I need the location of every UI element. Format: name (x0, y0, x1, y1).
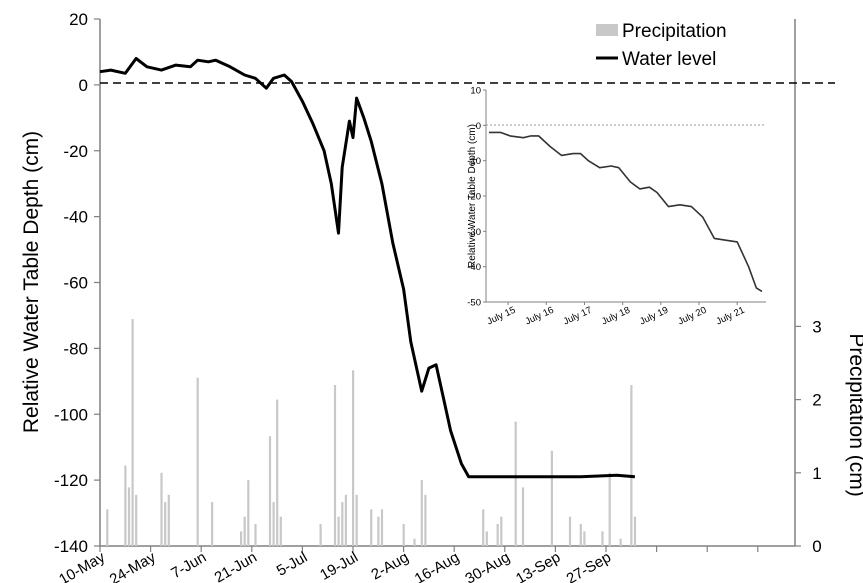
inset-y-axis-title: Relative Water Table Depth (cm) (467, 124, 478, 268)
inset-y-axis-ticks: 10 0 -10 -20 -30 -40 -50 (467, 86, 486, 309)
precipitation-bar (601, 531, 604, 546)
water-level-line (99, 57, 636, 479)
precipitation-bar (196, 377, 199, 546)
precipitation-bar (131, 319, 134, 546)
y2-axis-title: Precipitation (cm) (845, 333, 863, 496)
precipitation-bar (240, 531, 243, 546)
y-tick-label: 0 (79, 76, 88, 95)
x-tick-label: 30-Aug (462, 549, 512, 583)
precipitation-bar (106, 509, 109, 546)
precipitation-bar (164, 502, 167, 546)
y2-tick-label: 0 (812, 537, 821, 556)
precipitation-bar (319, 524, 322, 546)
x-tick-label: 27-Sep (564, 549, 614, 583)
inset-y-tick-label: 0 (476, 121, 481, 132)
y2-tick-label: 2 (812, 391, 821, 410)
y-tick-label: -100 (54, 405, 88, 424)
precipitation-bar (579, 524, 582, 546)
legend: Precipitation Water level (596, 21, 727, 70)
precipitation-bar (500, 516, 503, 546)
y2-tick-label: 3 (812, 317, 821, 336)
x-tick-label: 7-Jun (168, 549, 209, 582)
precipitation-bar (276, 399, 279, 546)
x-tick-label: 13-Sep (513, 549, 563, 583)
x-tick-label: 5-Jul (274, 549, 311, 580)
y-tick-label: -120 (54, 471, 88, 490)
precipitation-bar (124, 465, 127, 546)
precipitation-bar (633, 516, 637, 546)
precipitation-bars (106, 319, 637, 546)
y2-tick-label: 1 (812, 464, 821, 483)
precipitation-bar (568, 516, 572, 546)
precipitation-bar (355, 494, 358, 546)
precipitation-bar (337, 516, 340, 546)
legend-label-water-level: Water level (622, 49, 716, 70)
precipitation-bar (160, 472, 163, 546)
inset-chart: 100-10-20-30-40-50 July 15 July 16 July 17… (467, 84, 770, 346)
precipitation-bar (370, 509, 373, 546)
precipitation-bar (424, 494, 427, 546)
inset-y-tick-label: -20 (467, 192, 481, 203)
precipitation-bar (550, 450, 553, 546)
precipitation-bar (420, 480, 423, 546)
precipitation-bar (254, 524, 257, 546)
inset-water-level-line (489, 131, 763, 293)
y-tick-label: -140 (54, 537, 88, 556)
precipitation-bar (272, 502, 275, 546)
y-axis-ticks: 20 0 -20 -40 -60 -80 -100 -120 -140 (54, 10, 100, 556)
y2-axis-ticks: 0 1 2 3 (795, 317, 822, 556)
y-tick-label: 20 (69, 10, 88, 29)
precipitation-bar (135, 494, 138, 546)
precipitation-bar (608, 472, 611, 546)
precipitation-bar (514, 421, 517, 546)
precipitation-bar (167, 494, 170, 546)
precipitation-bar (268, 436, 272, 546)
y-tick-label: -80 (63, 339, 88, 358)
precipitation-bar (630, 385, 633, 546)
x-tick-label: 21-Jun (212, 549, 260, 583)
x-tick-label: 19-Jul (317, 549, 361, 583)
y-tick-label: -20 (63, 142, 88, 161)
precipitation-bar (211, 502, 214, 546)
precipitation-bar (341, 502, 344, 546)
x-tick-label: 2-Aug (368, 549, 411, 583)
precipitation-bar (243, 516, 246, 546)
inset-y-tick-label: -40 (467, 262, 481, 273)
precipitation-bar (344, 494, 347, 546)
precipitation-bar (402, 524, 405, 546)
precipitation-bar (413, 538, 416, 546)
y-axis-title: Relative Water Table Depth (cm) (20, 131, 43, 433)
precipitation-bar (496, 524, 499, 546)
precipitation-bar (583, 531, 586, 546)
precipitation-bar (333, 385, 337, 546)
legend-label-precipitation: Precipitation (622, 21, 727, 42)
precipitation-bar (485, 531, 488, 546)
x-tick-label: 16-Aug (412, 549, 462, 583)
precipitation-bar (127, 487, 131, 546)
inset-y-tick-label: 10 (470, 86, 481, 97)
precipitation-bar (380, 509, 384, 546)
precipitation-bar (279, 516, 282, 546)
inset-y-tick-label: -50 (467, 298, 481, 309)
y-tick-label: -40 (63, 208, 88, 227)
x-tick-label: 24-May (107, 548, 159, 583)
precipitation-bar (352, 370, 355, 546)
inset-y-tick-label: -30 (467, 227, 481, 238)
precipitation-bar (247, 480, 250, 546)
precipitation-bar (377, 516, 380, 546)
legend-swatch-precipitation (596, 24, 618, 36)
precipitation-bar (521, 487, 525, 546)
precipitation-bar (619, 538, 622, 546)
y-tick-label: -60 (63, 274, 88, 293)
precipitation-bar (482, 509, 485, 546)
inset-y-tick-label: -10 (467, 156, 481, 167)
